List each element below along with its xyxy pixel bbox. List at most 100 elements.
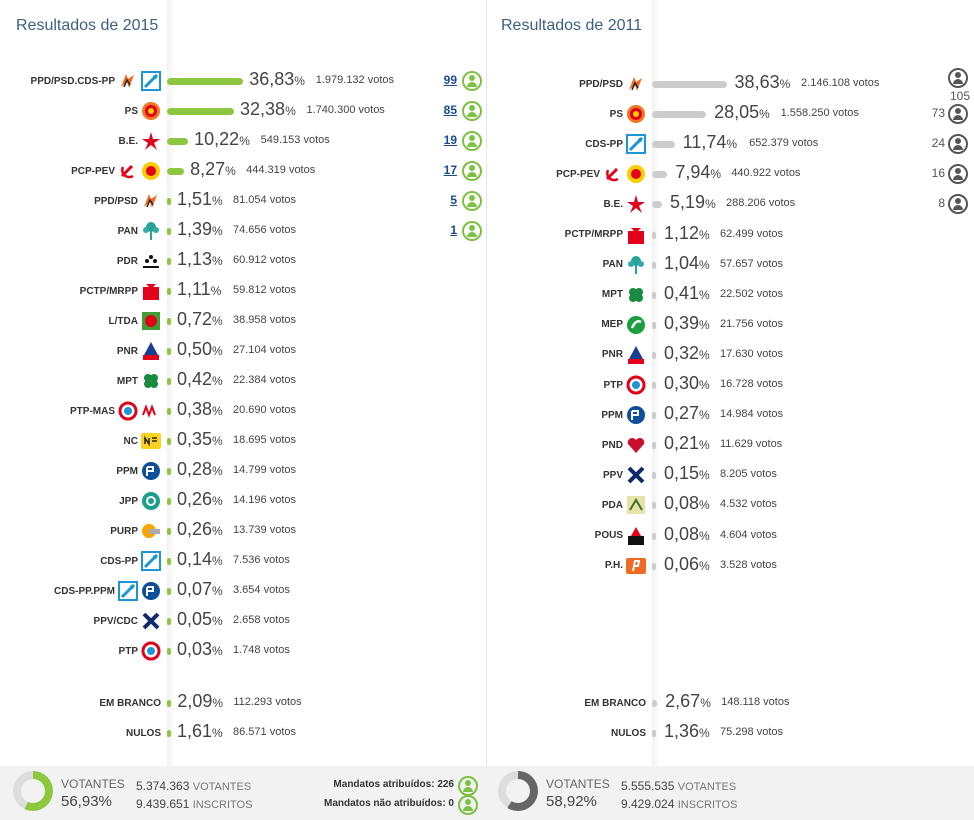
percentage: 1,12% [664, 223, 710, 244]
party-row: PCP-PEV 7,94% 440.922 votos 16 [487, 162, 974, 185]
pnr-logo-icon [626, 345, 646, 365]
vote-count: 14.984 votos [720, 408, 783, 420]
vote-number: 59.812 [233, 284, 267, 296]
vote-unit: votos [750, 528, 777, 541]
result-bar [167, 498, 171, 505]
vote-number: 60.912 [233, 254, 267, 266]
mandatos-atribuidos-label: Mandatos atribuídos: 226 [333, 779, 454, 790]
vote-unit: votos [756, 317, 784, 330]
party-row: PAN 1,39% 74.656 votos 1 [0, 219, 486, 242]
person-icon [462, 71, 482, 91]
seat-count[interactable]: 99 [443, 73, 457, 87]
percent-sign: % [699, 317, 710, 332]
vote-number: 440.922 [731, 167, 772, 180]
percentage: 1,61% [177, 721, 223, 742]
vote-unit: votos [269, 284, 297, 296]
vote-count: 27.104 votos [233, 344, 296, 356]
person-icon [462, 101, 482, 121]
party-row: PTP-MAS 0,38% 20.690 votos [0, 399, 486, 422]
party-name: PPM [601, 409, 623, 421]
vote-number: 1.748 [233, 644, 261, 656]
vote-number: 14.196 [233, 494, 267, 506]
party-label: P.H. [487, 555, 646, 577]
party-label: PTP [0, 640, 161, 662]
percent-sign: % [212, 194, 223, 208]
vote-count: 7.536 votos [233, 554, 290, 566]
percent-sign: % [212, 584, 223, 598]
party-name: MEP [601, 319, 623, 331]
pcp-logo-icon [118, 161, 138, 181]
vote-unit: votos [358, 104, 385, 116]
turnout-ring-2015 [13, 771, 53, 811]
percent-sign: % [710, 167, 722, 182]
seat-count[interactable]: 85 [443, 103, 457, 117]
percentage-value: 36,83 [249, 69, 295, 89]
party-name: EM BRANCO [99, 697, 161, 709]
party-row: PS 28,05% 1.558.250 votos 73 [487, 102, 974, 125]
seat-count[interactable]: 17 [443, 163, 457, 177]
party-name: PS [124, 105, 138, 117]
vote-number: 2.146.108 [801, 77, 850, 89]
seat-count[interactable]: 5 [450, 193, 457, 207]
party-name: PCP-PEV [556, 168, 600, 180]
seat-count[interactable]: 1 [450, 223, 457, 237]
percent-sign: % [294, 74, 305, 88]
result-bar [167, 438, 171, 445]
mpt-logo-icon [626, 285, 646, 305]
ptp-logo-icon [141, 641, 161, 661]
vote-number: 22.384 [233, 374, 267, 386]
null-votes-row: NULOS 1,36% 75.298 votos [487, 721, 974, 744]
cds-logo-icon [141, 71, 161, 91]
party-name: PTP [118, 645, 138, 657]
party-name: NULOS [611, 727, 646, 739]
party-row: CDS-PP 0,14% 7.536 votos [0, 549, 486, 572]
percentage: 0,05% [177, 609, 223, 630]
party-row: PNR 0,50% 27.104 votos [0, 339, 486, 362]
result-bar [652, 412, 656, 420]
percent-sign: % [700, 696, 711, 710]
party-label: PCTP/MRPP [487, 224, 646, 246]
cds-logo-icon [118, 581, 138, 601]
party-label: PPM [487, 404, 646, 426]
party-name: PPV/CDC [93, 615, 138, 627]
party-name: P.H. [604, 560, 623, 572]
vote-count: 62.499 votos [720, 228, 783, 240]
party-row: PDA 0,08% 4.532 votos [487, 493, 974, 516]
vote-unit: votos [275, 696, 302, 708]
result-bar [167, 228, 171, 235]
party-row: MEP 0,39% 21.756 votos [487, 313, 974, 336]
vote-count: 1.979.132 votos [316, 74, 394, 86]
percent-sign: % [779, 77, 791, 91]
seat-count[interactable]: 19 [443, 133, 457, 147]
vote-number: 75.298 [720, 726, 754, 738]
seat-count: 105 [949, 89, 970, 103]
percentage: 1,51% [177, 189, 223, 210]
party-label: NULOS [487, 722, 646, 744]
percentage-value: 10,22 [194, 129, 240, 149]
percent-sign: % [699, 408, 710, 423]
vote-number: 38.958 [233, 314, 267, 326]
inscritos-count: 9.439.651 INSCRITOS [136, 797, 253, 811]
party-row: POUS 0,08% 4.604 votos [487, 524, 974, 547]
vote-unit: votos [853, 77, 880, 89]
party-label: PPV [487, 464, 646, 486]
party-label: PPD/PSD.CDS-PP [0, 70, 161, 92]
vote-number: 7.536 [233, 554, 261, 566]
vote-unit: votos [263, 644, 290, 656]
party-row: PPD/PSD.CDS-PP 36,83% 1.979.132 votos 99 [0, 69, 486, 92]
vote-unit: votos [755, 438, 783, 451]
result-bar [167, 348, 171, 355]
party-row: P.H. 0,06% 3.528 votos [487, 554, 974, 577]
party-row: PTP 0,03% 1.748 votos [0, 639, 486, 662]
votantes-count: 5.555.535 VOTANTES [621, 779, 737, 793]
party-label: PDA [487, 494, 646, 516]
be-logo-icon [141, 131, 161, 151]
person-icon [462, 131, 482, 151]
party-row: B.E. 5,19% 288.206 votos 8 [487, 192, 974, 215]
percentage-value: 0,07 [177, 579, 213, 599]
vote-number: 20.690 [233, 404, 267, 416]
result-bar [652, 321, 656, 329]
blank-votes-row: EM BRANCO 2,09% 112.293 votos [0, 691, 486, 714]
vote-count: 148.118 votos [721, 696, 789, 708]
percentage-value: 0,72 [177, 309, 213, 329]
